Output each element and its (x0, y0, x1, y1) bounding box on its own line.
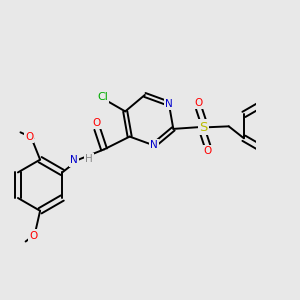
Text: H: H (85, 154, 93, 164)
Text: N: N (165, 99, 173, 109)
Text: N: N (70, 155, 78, 166)
Text: N: N (150, 140, 158, 150)
Text: Cl: Cl (98, 92, 108, 102)
Text: O: O (203, 146, 211, 156)
Text: O: O (29, 230, 38, 241)
Text: F: F (299, 110, 300, 119)
Text: O: O (25, 132, 33, 142)
Text: O: O (92, 118, 101, 128)
Text: O: O (195, 98, 203, 108)
Text: S: S (199, 121, 207, 134)
